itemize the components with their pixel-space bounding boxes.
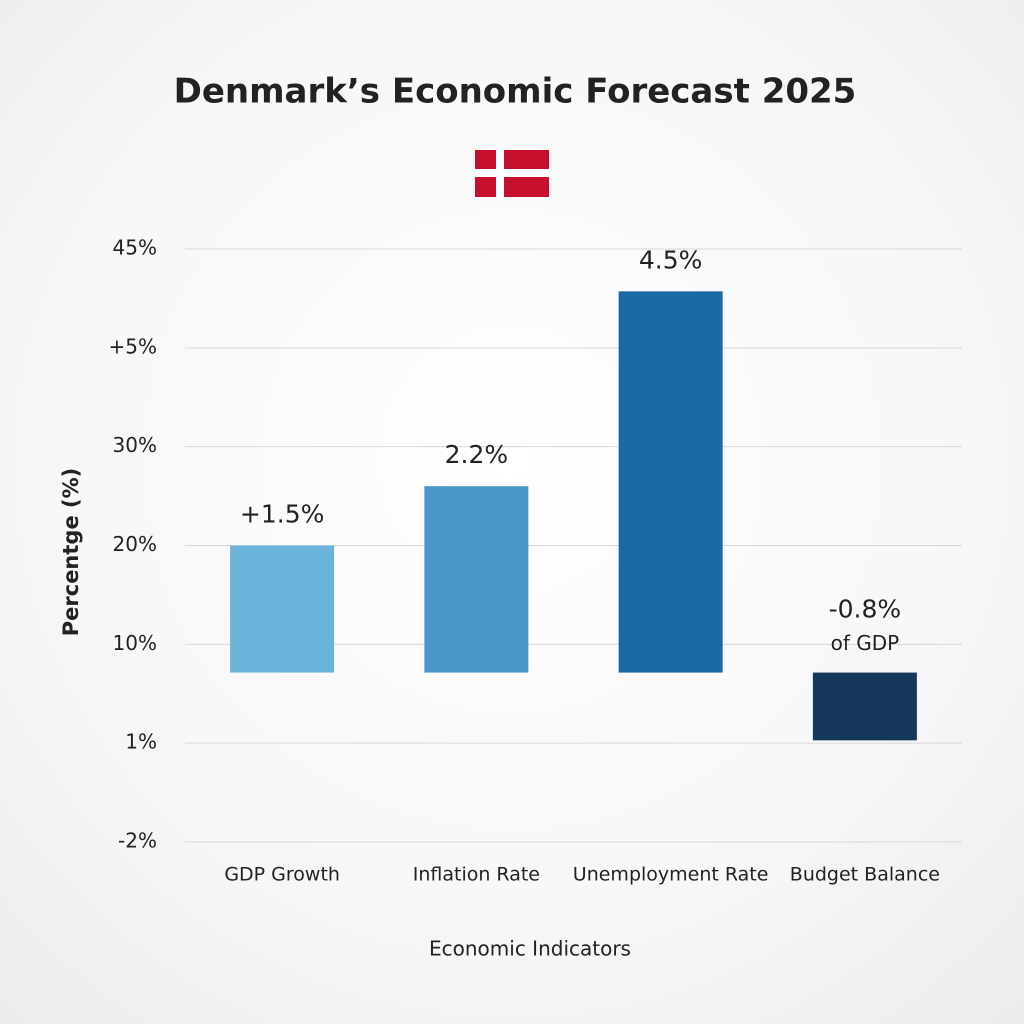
- bar: [424, 486, 529, 673]
- y-tick-label: 20%: [113, 532, 157, 556]
- annotation: of GDP: [831, 631, 900, 655]
- chart-title: Denmark’s Economic Forecast 2025: [174, 72, 857, 112]
- x-tick-label: Unemployment Rate: [573, 864, 769, 886]
- y-tick-label: -2%: [118, 829, 157, 853]
- bar: [230, 545, 335, 673]
- bar: [618, 291, 723, 673]
- y-tick-label: +5%: [109, 334, 158, 358]
- x-axis-label: Economic Indicators: [429, 937, 631, 961]
- y-tick-label: 10%: [113, 631, 157, 655]
- value-label: -0.8%: [829, 595, 902, 624]
- y-tick-label: 45%: [113, 236, 157, 260]
- x-tick-label: GDP Growth: [224, 864, 340, 886]
- flag-cross: [475, 169, 549, 177]
- y-axis-label: Percentge (%): [59, 468, 83, 637]
- value-label: +1.5%: [240, 500, 324, 529]
- y-tick-label: 1%: [125, 730, 157, 754]
- value-label: 4.5%: [639, 245, 703, 274]
- value-label: 2.2%: [445, 440, 509, 469]
- y-tick-label: 30%: [113, 433, 157, 457]
- flag: [475, 150, 549, 197]
- x-tick-label: Budget Balance: [790, 864, 940, 886]
- bar: [812, 672, 917, 741]
- x-tick-label: Inflation Rate: [413, 864, 540, 886]
